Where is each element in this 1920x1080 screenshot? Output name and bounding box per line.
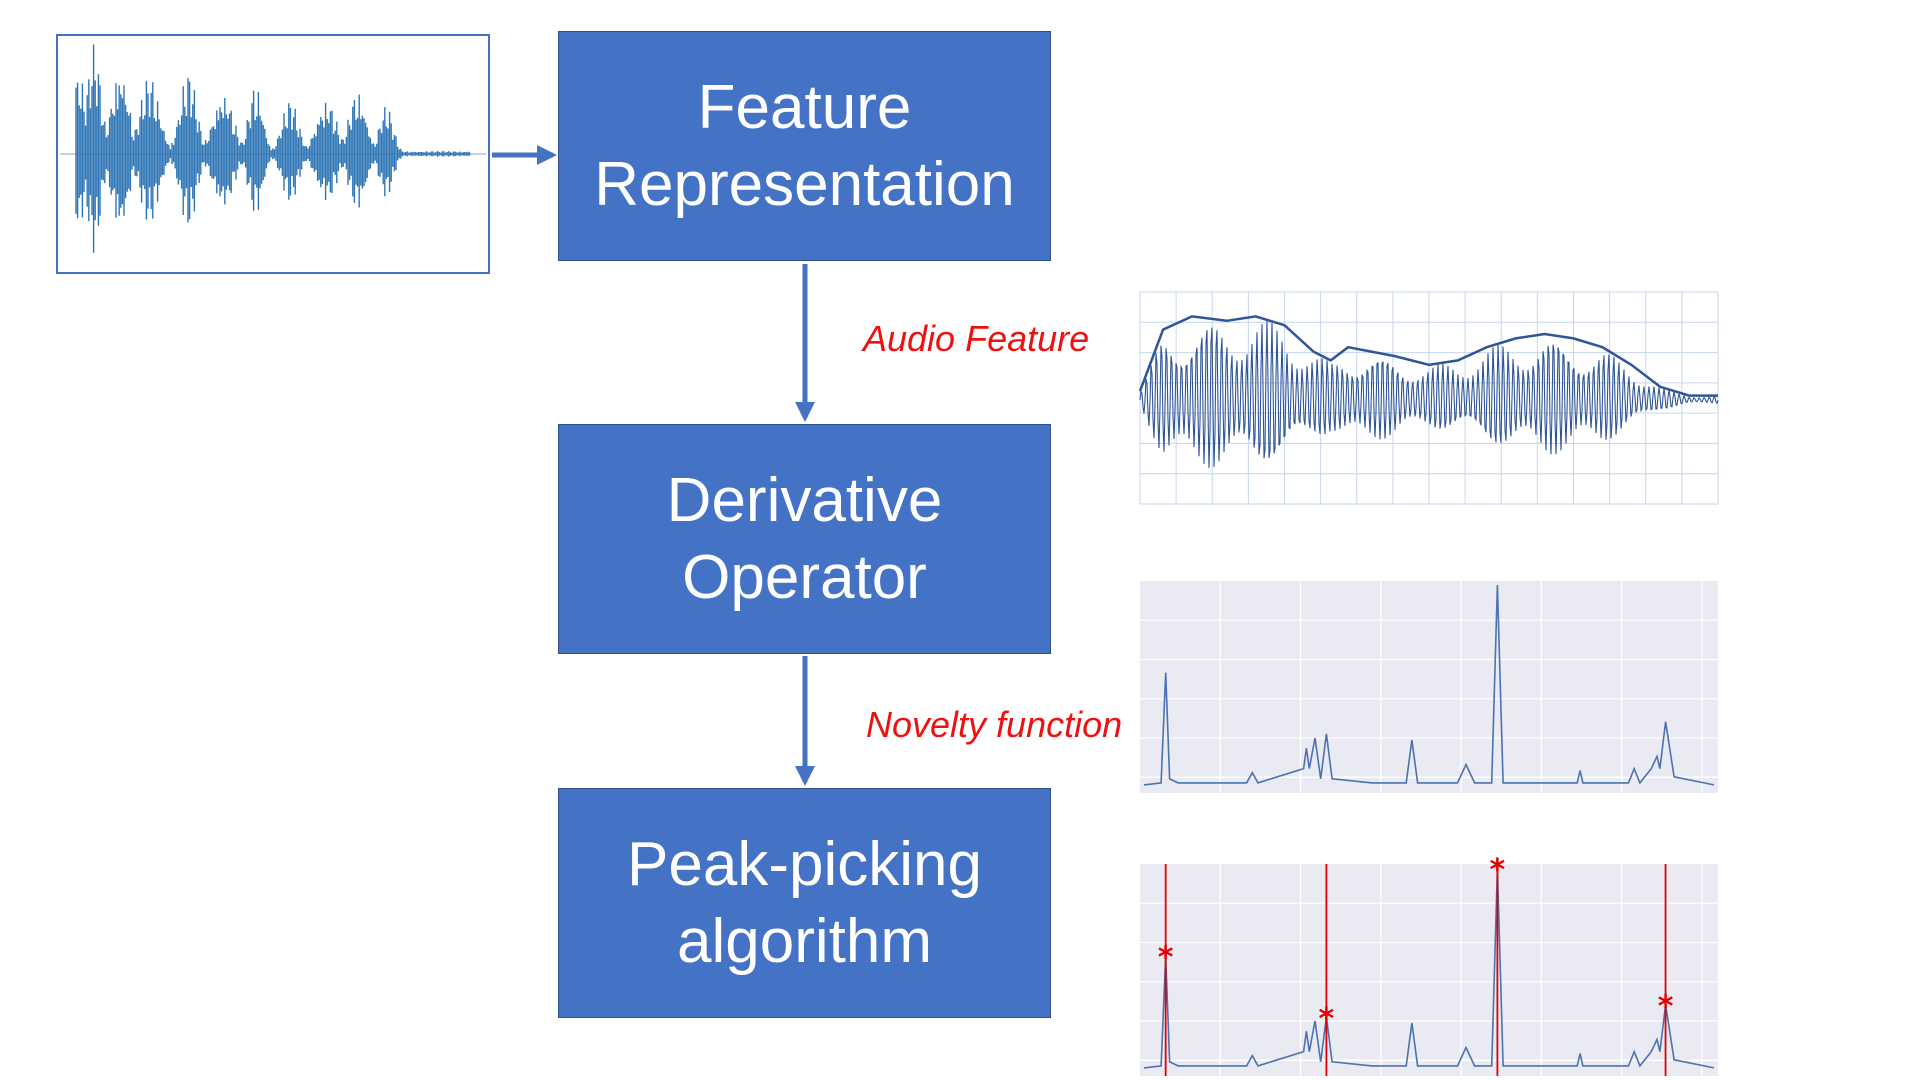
- audio-waveform-icon: [60, 44, 486, 253]
- input-waveform-frame: [56, 34, 490, 274]
- peak-picking-plot: * * * *: [1140, 853, 1718, 1076]
- plot-background: [1140, 864, 1718, 1076]
- peak-picking-block: Peak-picking algorithm: [558, 788, 1051, 1018]
- peak-picking-label: Peak-picking algorithm: [627, 830, 982, 976]
- derivative-operator-block: Derivative Operator: [558, 424, 1051, 654]
- feature-representation-label: Feature Representation: [594, 73, 1015, 219]
- novelty-series: [1143, 584, 1715, 786]
- audio-feature-label: Audio Feature: [863, 318, 1090, 359]
- waveform-trace: [75, 44, 471, 253]
- onset-marker: *: [1319, 1002, 1335, 1037]
- novelty-series: [1143, 867, 1715, 1069]
- plot-background: [1140, 581, 1718, 793]
- onset-marker: *: [1158, 941, 1174, 976]
- novelty-function-plot: [1140, 581, 1718, 793]
- feature-representation-block: Feature Representation: [558, 31, 1051, 261]
- derivative-operator-label: Derivative Operator: [666, 466, 943, 612]
- onset-marker: *: [1490, 853, 1506, 888]
- novelty-function-label: Novelty function: [866, 704, 1123, 745]
- feature-envelope-series: [1138, 315, 1718, 397]
- feature-signal-series: [1139, 320, 1719, 468]
- audio-feature-plot: [1138, 291, 1719, 505]
- onset-marker: *: [1658, 990, 1674, 1025]
